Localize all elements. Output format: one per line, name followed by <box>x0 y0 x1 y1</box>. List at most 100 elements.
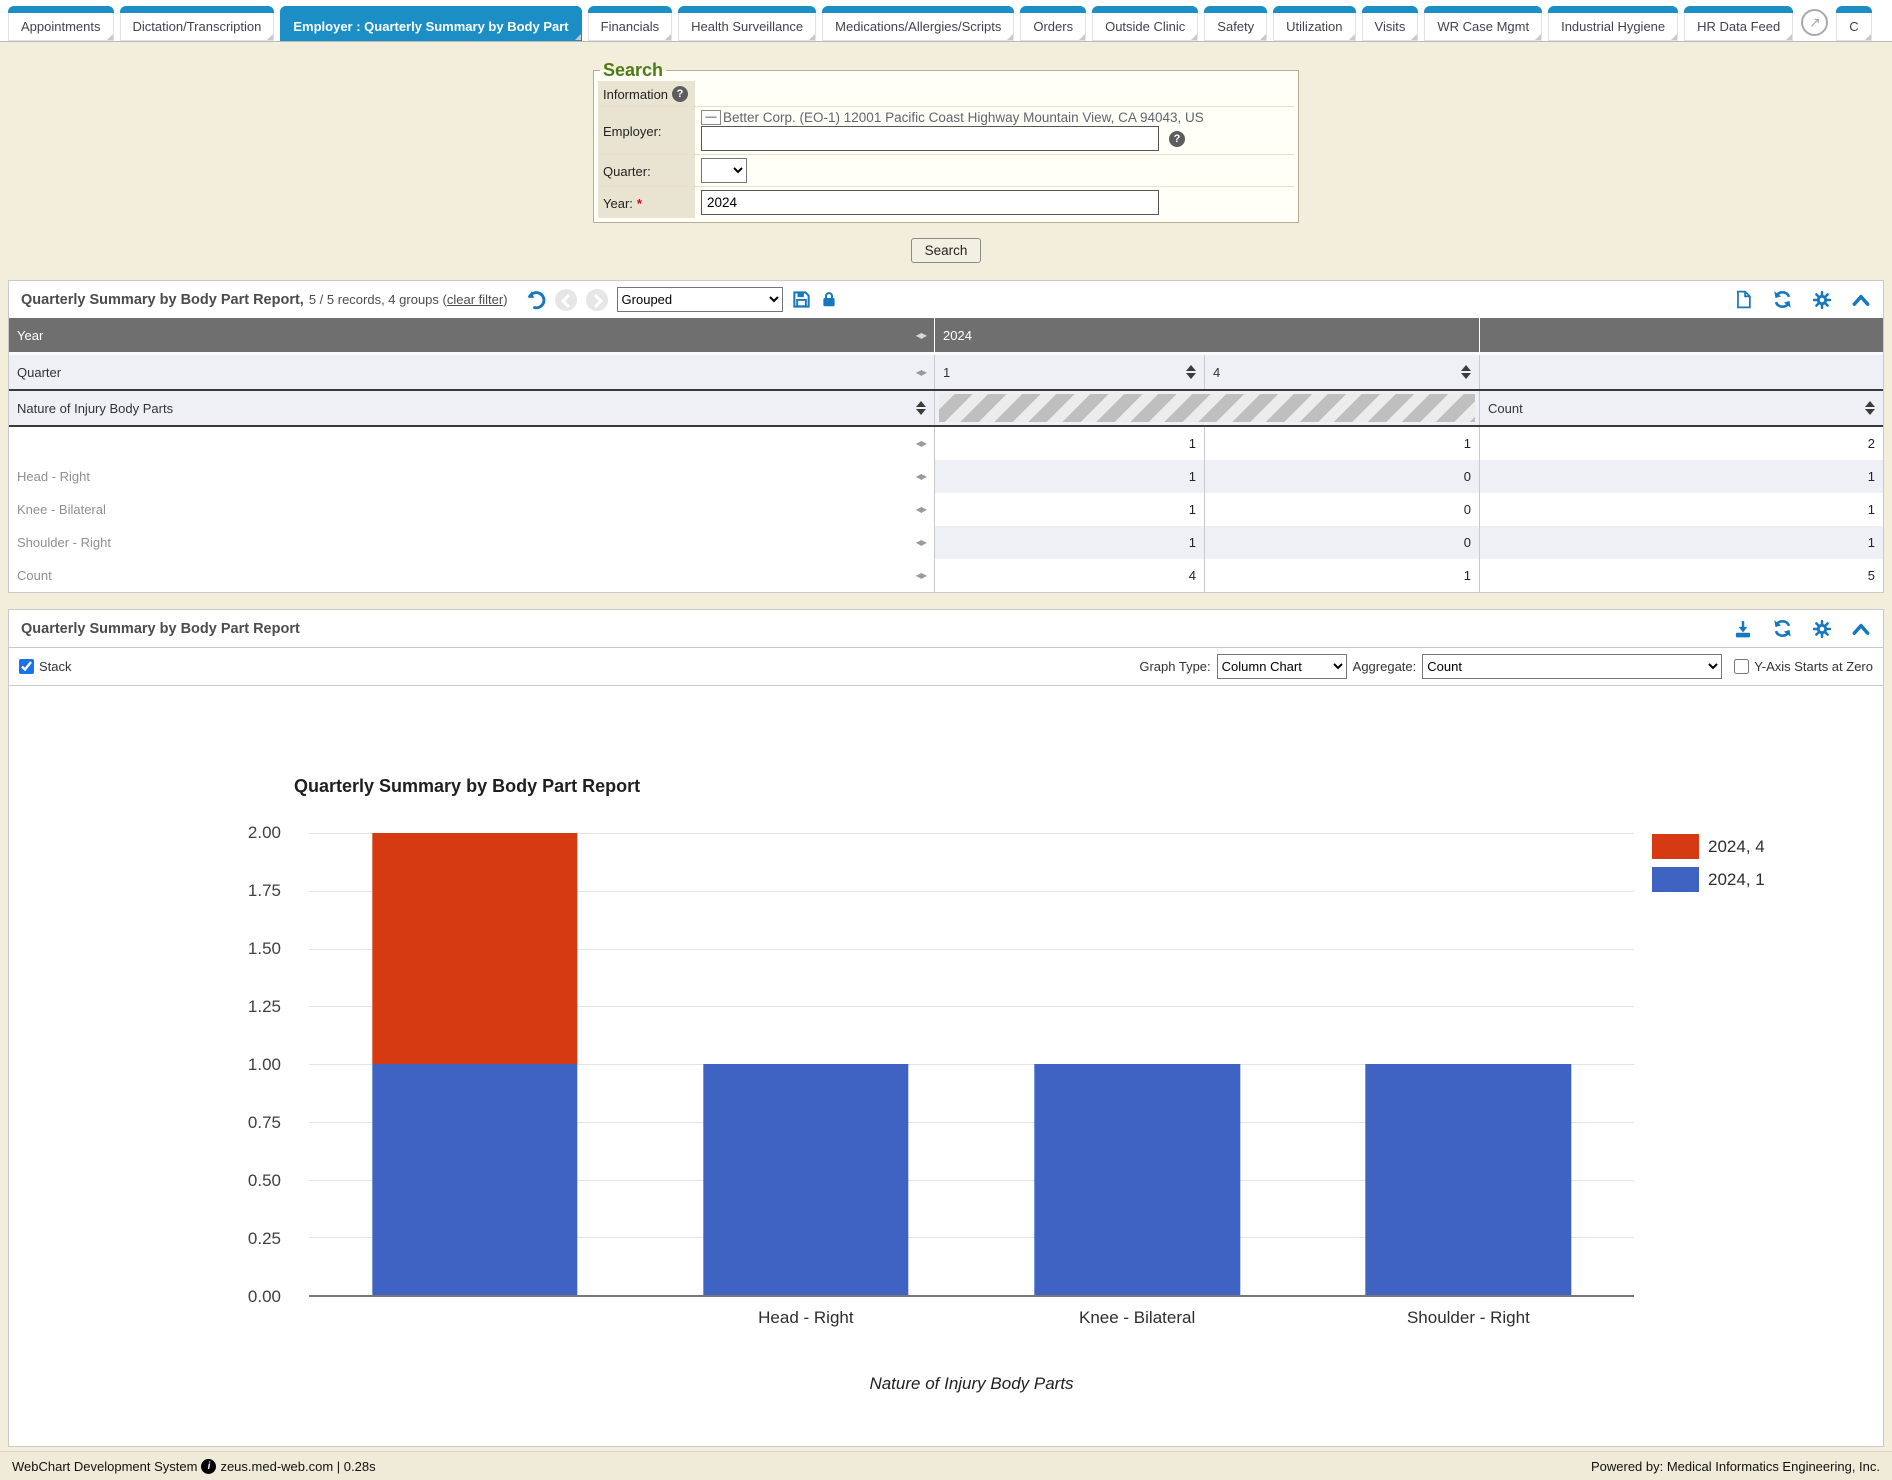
tab-c[interactable]: C <box>1836 6 1873 41</box>
column-resize-handle[interactable]: ◀▶ <box>915 505 927 514</box>
new-document-icon[interactable] <box>1734 289 1753 310</box>
column-resize-handle[interactable]: ◀▶ <box>915 439 927 448</box>
chart-panel-header: Quarterly Summary by Body Part Report <box>9 610 1883 647</box>
table-row-year: Year ◀▶ 2024 <box>9 318 1883 355</box>
tab-visits[interactable]: Visits <box>1361 6 1419 41</box>
tab-employer-quarterly-summary-by-body-part[interactable]: Employer : Quarterly Summary by Body Par… <box>280 6 582 41</box>
chart-title: Quarterly Summary by Body Part Report <box>294 776 641 796</box>
tab-label: Safety <box>1217 19 1255 34</box>
year-input[interactable] <box>701 190 1159 215</box>
tab-label: Orders <box>1033 19 1074 34</box>
collapse-panel-icon[interactable] <box>1851 621 1871 637</box>
tab-medications-allergies-scripts[interactable]: Medications/Allergies/Scripts <box>822 6 1015 41</box>
y-tick-label: 2.00 <box>247 823 281 842</box>
clear-filter-link[interactable]: clear filter <box>446 292 504 307</box>
quarter-label: Quarter: <box>603 163 651 179</box>
sort-icon[interactable] <box>1865 401 1875 415</box>
tab-orders[interactable]: Orders <box>1020 6 1087 41</box>
table-row-body-parts: Nature of Injury Body Parts Count <box>9 391 1883 427</box>
chart-panel-title: Quarterly Summary by Body Part Report <box>21 620 300 637</box>
tab-label: Appointments <box>21 19 101 34</box>
y-axis-zero-label: Y-Axis Starts at Zero <box>1754 659 1873 674</box>
sort-icon[interactable] <box>1461 365 1471 379</box>
search-button[interactable]: Search <box>910 238 982 263</box>
popout-arrow-icon[interactable]: ↗ <box>1801 9 1829 36</box>
column-resize-handle[interactable]: ◀▶ <box>915 472 927 481</box>
row-value: 4 <box>934 559 1204 592</box>
bar-head-right[interactable] <box>703 833 909 1295</box>
save-icon[interactable] <box>792 290 811 309</box>
lock-icon[interactable] <box>820 290 838 309</box>
tab-wr-case-mgmt[interactable]: WR Case Mgmt <box>1424 6 1543 41</box>
gridline <box>309 948 1634 950</box>
row-value: 1 <box>1204 427 1479 460</box>
row-value: 2 <box>1479 427 1883 460</box>
settings-gear-icon[interactable] <box>1812 619 1832 639</box>
row-value: 1 <box>1479 493 1883 526</box>
bar-knee-bilateral[interactable] <box>1034 833 1240 1295</box>
gridline <box>309 1121 1634 1123</box>
refresh-icon[interactable] <box>1772 618 1793 639</box>
collapse-employer-button[interactable]: — <box>701 110 721 125</box>
download-icon[interactable] <box>1733 619 1753 639</box>
group-mode-select[interactable]: Grouped <box>616 287 783 312</box>
tab-safety[interactable]: Safety <box>1204 6 1268 41</box>
refresh-icon[interactable] <box>1772 289 1793 310</box>
bar-blank[interactable] <box>371 833 578 1295</box>
column-resize-handle[interactable]: ◀▶ <box>915 538 927 547</box>
table-row-quarter: Quarter ◀▶ 1 4 <box>9 355 1883 391</box>
sort-icon[interactable] <box>916 401 926 415</box>
undo-icon[interactable] <box>524 289 546 311</box>
bar-shoulder-right[interactable] <box>1365 833 1572 1295</box>
tab-financials[interactable]: Financials <box>587 6 673 41</box>
row-value: 0 <box>1204 460 1479 493</box>
tab-label: Employer : Quarterly Summary by Body Par… <box>293 19 569 34</box>
graph-type-select[interactable]: Column Chart <box>1216 654 1347 679</box>
footer: WebChart Development System i zeus.med-w… <box>0 1451 1892 1480</box>
tab-label: HR Data Feed <box>1697 19 1781 34</box>
info-icon[interactable]: i <box>201 1458 217 1474</box>
tab-label: C <box>1849 19 1859 34</box>
column-resize-handle[interactable]: ◀▶ <box>915 330 927 340</box>
settings-gear-icon[interactable] <box>1812 290 1832 310</box>
tab-industrial-hygiene[interactable]: Industrial Hygiene <box>1548 6 1679 41</box>
y-tick-label: 1.50 <box>247 939 281 958</box>
gridline <box>309 1179 1634 1181</box>
chart-toolbar: Stack Graph Type: Column Chart Aggregate… <box>9 647 1883 686</box>
next-page-icon[interactable] <box>585 288 608 311</box>
tab-utilization[interactable]: Utilization <box>1273 6 1356 41</box>
information-help-icon[interactable]: ? <box>672 86 689 102</box>
bar-slot-blank <box>309 833 640 1295</box>
tab-hr-data-feed[interactable]: HR Data Feed <box>1684 6 1794 41</box>
chart-panel: Quarterly Summary by Body Part Report <box>8 609 1884 1447</box>
legend-entry-2024-1: 2024, 1 <box>1652 867 1765 892</box>
bar-segment-2024-4 <box>371 833 578 1064</box>
aggregate-select[interactable]: Count <box>1422 654 1723 679</box>
employer-input[interactable] <box>701 126 1159 151</box>
stack-checkbox[interactable] <box>19 659 34 674</box>
column-resize-handle[interactable]: ◀▶ <box>915 571 927 580</box>
gridline <box>309 890 1634 892</box>
prev-page-icon[interactable] <box>554 288 577 311</box>
report-table-header: Quarterly Summary by Body Part Report, 5… <box>9 281 1883 318</box>
column-resize-handle[interactable]: ◀▶ <box>915 367 927 377</box>
row-value: 1 <box>934 460 1204 493</box>
year-row-value: 2024 <box>943 327 972 343</box>
y-axis-tick-labels: 2.00 1.75 1.50 1.25 1.00 0.75 0.50 0.25 0.00 <box>187 823 281 1306</box>
body-parts-label: Nature of Injury Body Parts <box>17 400 174 416</box>
tab-label: Visits <box>1374 19 1406 34</box>
legend-label: 2024, 4 <box>1708 836 1765 856</box>
employer-selected-value: Better Corp. (EO-1) 12001 Pacific Coast … <box>723 110 1204 125</box>
tab-appointments[interactable]: Appointments <box>8 6 114 41</box>
tab-outside-clinic[interactable]: Outside Clinic <box>1092 6 1199 41</box>
sort-icon[interactable] <box>1186 365 1196 379</box>
employer-help-icon[interactable]: ? <box>1169 130 1185 147</box>
x-axis-tick-labels: Head - Right Knee - Bilateral Shoulder - R… <box>309 1308 1634 1328</box>
gridline <box>309 1006 1634 1008</box>
tab-dictation-transcription[interactable]: Dictation/Transcription <box>119 6 275 41</box>
collapse-panel-icon[interactable] <box>1851 292 1871 308</box>
y-axis-zero-checkbox[interactable] <box>1734 659 1750 674</box>
tab-health-surveillance[interactable]: Health Surveillance <box>678 6 817 41</box>
quarter-select[interactable] <box>701 158 747 183</box>
